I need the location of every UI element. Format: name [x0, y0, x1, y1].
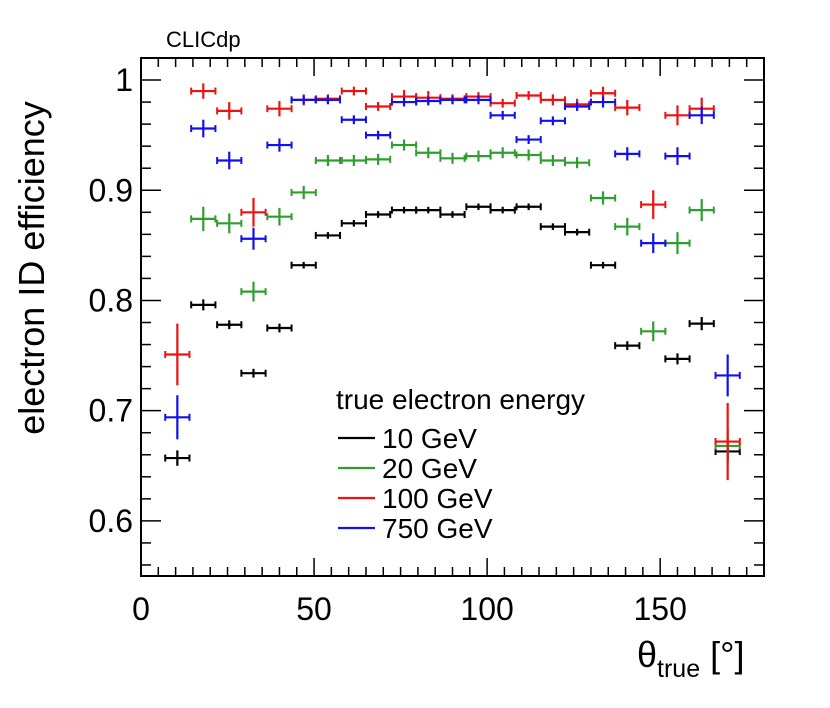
data-point — [314, 231, 342, 239]
x-axis-label-symbol: θ — [637, 634, 657, 675]
data-point — [489, 147, 516, 159]
data-point — [563, 102, 591, 111]
data-point — [266, 207, 293, 226]
data-point — [290, 185, 317, 200]
data-point — [266, 138, 293, 152]
data-point — [190, 119, 217, 138]
series-20-gev — [190, 139, 741, 463]
data-point — [640, 233, 667, 254]
data-point — [439, 211, 466, 219]
data-point — [664, 147, 691, 165]
data-point — [714, 354, 741, 397]
x-tick-label: 150 — [633, 591, 686, 627]
legend-label-100-gev: 100 GeV — [382, 483, 493, 514]
data-point — [614, 341, 641, 351]
data-point — [240, 368, 267, 378]
data-point — [415, 147, 442, 159]
data-point — [465, 150, 492, 162]
data-point — [714, 402, 741, 481]
data-point — [364, 153, 392, 165]
data-point — [614, 147, 641, 161]
data-point — [364, 130, 392, 140]
data-point — [563, 157, 591, 169]
data-point — [290, 261, 317, 269]
data-point — [340, 86, 367, 96]
data-point — [614, 217, 641, 236]
data-point — [240, 227, 267, 250]
axis-tick-labels: 0 50 100 150 0.6 0.7 0.8 0.9 1 — [89, 62, 687, 627]
axis-ticks — [140, 57, 765, 576]
data-point — [190, 299, 217, 311]
data-point — [688, 106, 715, 125]
data-point — [589, 191, 617, 205]
data-point — [314, 95, 342, 105]
data-point — [640, 321, 667, 342]
x-axis-label-subscript: true — [657, 655, 700, 683]
y-tick-label: 0.9 — [89, 172, 133, 208]
data-point — [390, 139, 418, 151]
chart-title: CLICdp — [166, 27, 241, 52]
data-point — [216, 320, 243, 330]
data-point — [266, 323, 293, 333]
series-750-gev — [164, 95, 741, 440]
data-point — [164, 450, 191, 466]
data-point — [589, 261, 617, 269]
data-point — [364, 102, 392, 111]
data-point — [314, 154, 342, 167]
legend-label-10-gev: 10 GeV — [382, 423, 477, 454]
data-point — [465, 95, 492, 105]
y-axis-label: electron ID efficiency — [11, 101, 52, 435]
x-axis-label: θtrue [°] — [637, 634, 745, 683]
x-tick-label: 0 — [132, 591, 150, 627]
y-tick-label: 0.8 — [89, 282, 133, 318]
data-point — [164, 395, 191, 440]
data-point — [489, 110, 516, 120]
x-tick-label: 100 — [460, 591, 513, 627]
x-tick-label: 50 — [296, 591, 332, 627]
legend-title: true electron energy — [336, 384, 585, 415]
legend-label-20-gev: 20 GeV — [382, 453, 477, 484]
data-point — [340, 115, 367, 125]
data-point — [664, 353, 691, 365]
data-point — [216, 151, 243, 170]
series-10-gev — [164, 203, 741, 466]
data-point — [190, 83, 217, 99]
data-point — [439, 95, 466, 105]
data-point — [539, 94, 566, 106]
data-point — [589, 96, 617, 108]
data-point — [364, 211, 392, 219]
data-point — [340, 219, 367, 227]
data-point — [216, 102, 243, 120]
data-point — [240, 197, 267, 227]
y-tick-label: 0.7 — [89, 393, 133, 429]
data-point — [439, 152, 466, 164]
legend-label-750-gev: 750 GeV — [382, 513, 493, 544]
x-axis-label-unit: [°] — [710, 634, 744, 675]
data-point — [240, 281, 267, 302]
data-point — [563, 228, 591, 236]
data-point — [190, 206, 217, 232]
data-point — [515, 135, 542, 144]
data-point — [489, 206, 516, 214]
data-point — [539, 116, 566, 126]
data-point — [164, 323, 191, 386]
data-point — [266, 100, 293, 117]
y-tick-label: 1 — [115, 62, 133, 98]
y-tick-label: 0.6 — [89, 503, 133, 539]
data-point — [515, 203, 542, 211]
data-point — [640, 190, 667, 219]
data-layer — [164, 83, 741, 481]
data-point — [216, 213, 243, 234]
data-point — [515, 149, 542, 161]
data-point — [688, 317, 715, 331]
data-point — [688, 199, 715, 222]
